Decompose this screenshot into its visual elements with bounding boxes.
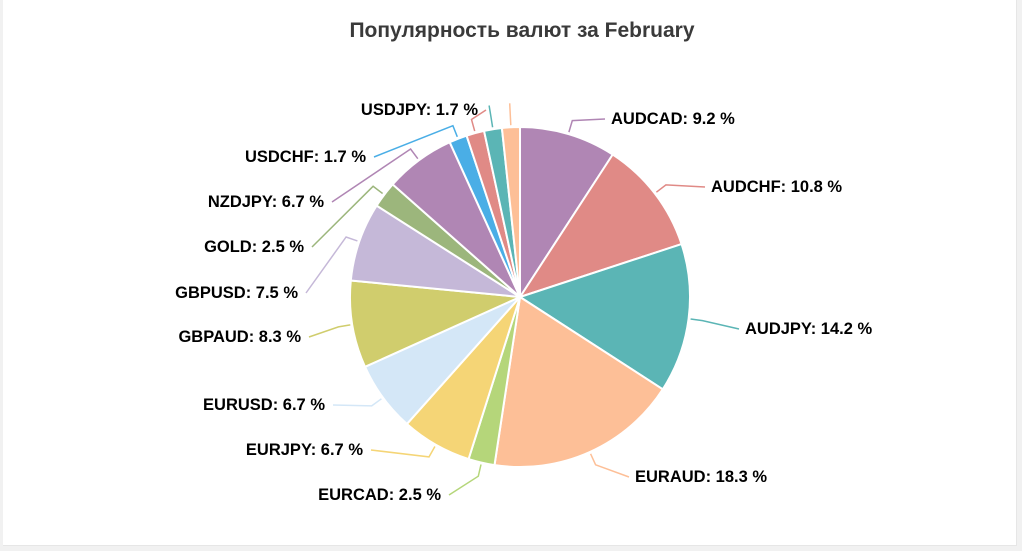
slice-label-gold: GOLD: 2.5 % bbox=[204, 238, 304, 256]
label-connector bbox=[370, 446, 436, 458]
pie-slice-audcad[interactable] bbox=[519, 126, 614, 298]
label-connector bbox=[508, 103, 512, 126]
slice-label-gbpusd: GBPUSD: 7.5 % bbox=[175, 284, 298, 302]
label-connector bbox=[655, 184, 706, 193]
label-connector bbox=[373, 124, 458, 158]
label-connector bbox=[332, 398, 382, 407]
pie-slice-gbpaud[interactable] bbox=[349, 279, 521, 368]
label-connector bbox=[331, 147, 419, 203]
slice-label-eurjpy: EURJPY: 6.7 % bbox=[246, 441, 363, 459]
slice-label-eurcad: EURCAD: 2.5 % bbox=[318, 486, 441, 504]
pie-slice-audjpy[interactable] bbox=[519, 243, 692, 391]
pie-slice-euraud[interactable] bbox=[493, 296, 664, 468]
slice-label-usdchf: USDCHF: 1.7 % bbox=[245, 148, 366, 166]
pie-slices bbox=[349, 126, 692, 468]
slice-label-audjpy: AUDJPY: 14.2 % bbox=[745, 320, 872, 338]
label-connectors bbox=[305, 103, 740, 496]
chart-card: Популярность валют за February AUDCAD: 9… bbox=[3, 0, 1017, 546]
label-connector bbox=[311, 185, 384, 248]
slice-labels: AUDCAD: 9.2 % AUDCHF: 10.8 % AUDJPY: 14.2 … bbox=[175, 101, 872, 504]
label-connector bbox=[305, 236, 358, 294]
label-connector bbox=[589, 453, 630, 478]
slice-label-nzdjpy: NZDJPY: 6.7 % bbox=[208, 193, 324, 211]
slice-label-usdjpy: USDJPY: 1.7 % bbox=[361, 101, 478, 119]
slice-label-eurusd: EURUSD: 6.7 % bbox=[203, 396, 325, 414]
label-connector bbox=[448, 464, 482, 496]
pie-slice-audchf[interactable] bbox=[519, 153, 683, 298]
slice-label-audchf: AUDCHF: 10.8 % bbox=[711, 178, 842, 196]
pie-slice-14[interactable] bbox=[500, 126, 521, 298]
chart-title: Популярность валют за February bbox=[349, 19, 695, 42]
slice-label-euraud: EURAUD: 18.3 % bbox=[635, 468, 767, 486]
label-connector bbox=[470, 109, 487, 132]
pie-chart: AUDCAD: 9.2 % AUDCHF: 10.8 % AUDJPY: 14.2 … bbox=[175, 101, 872, 504]
slice-label-audcad: AUDCAD: 9.2 % bbox=[611, 110, 735, 128]
label-connector bbox=[488, 105, 494, 128]
label-connector bbox=[690, 318, 740, 330]
label-connector bbox=[308, 324, 351, 338]
slice-label-gbpaud: GBPAUD: 8.3 % bbox=[178, 328, 301, 346]
label-connector bbox=[568, 118, 606, 133]
